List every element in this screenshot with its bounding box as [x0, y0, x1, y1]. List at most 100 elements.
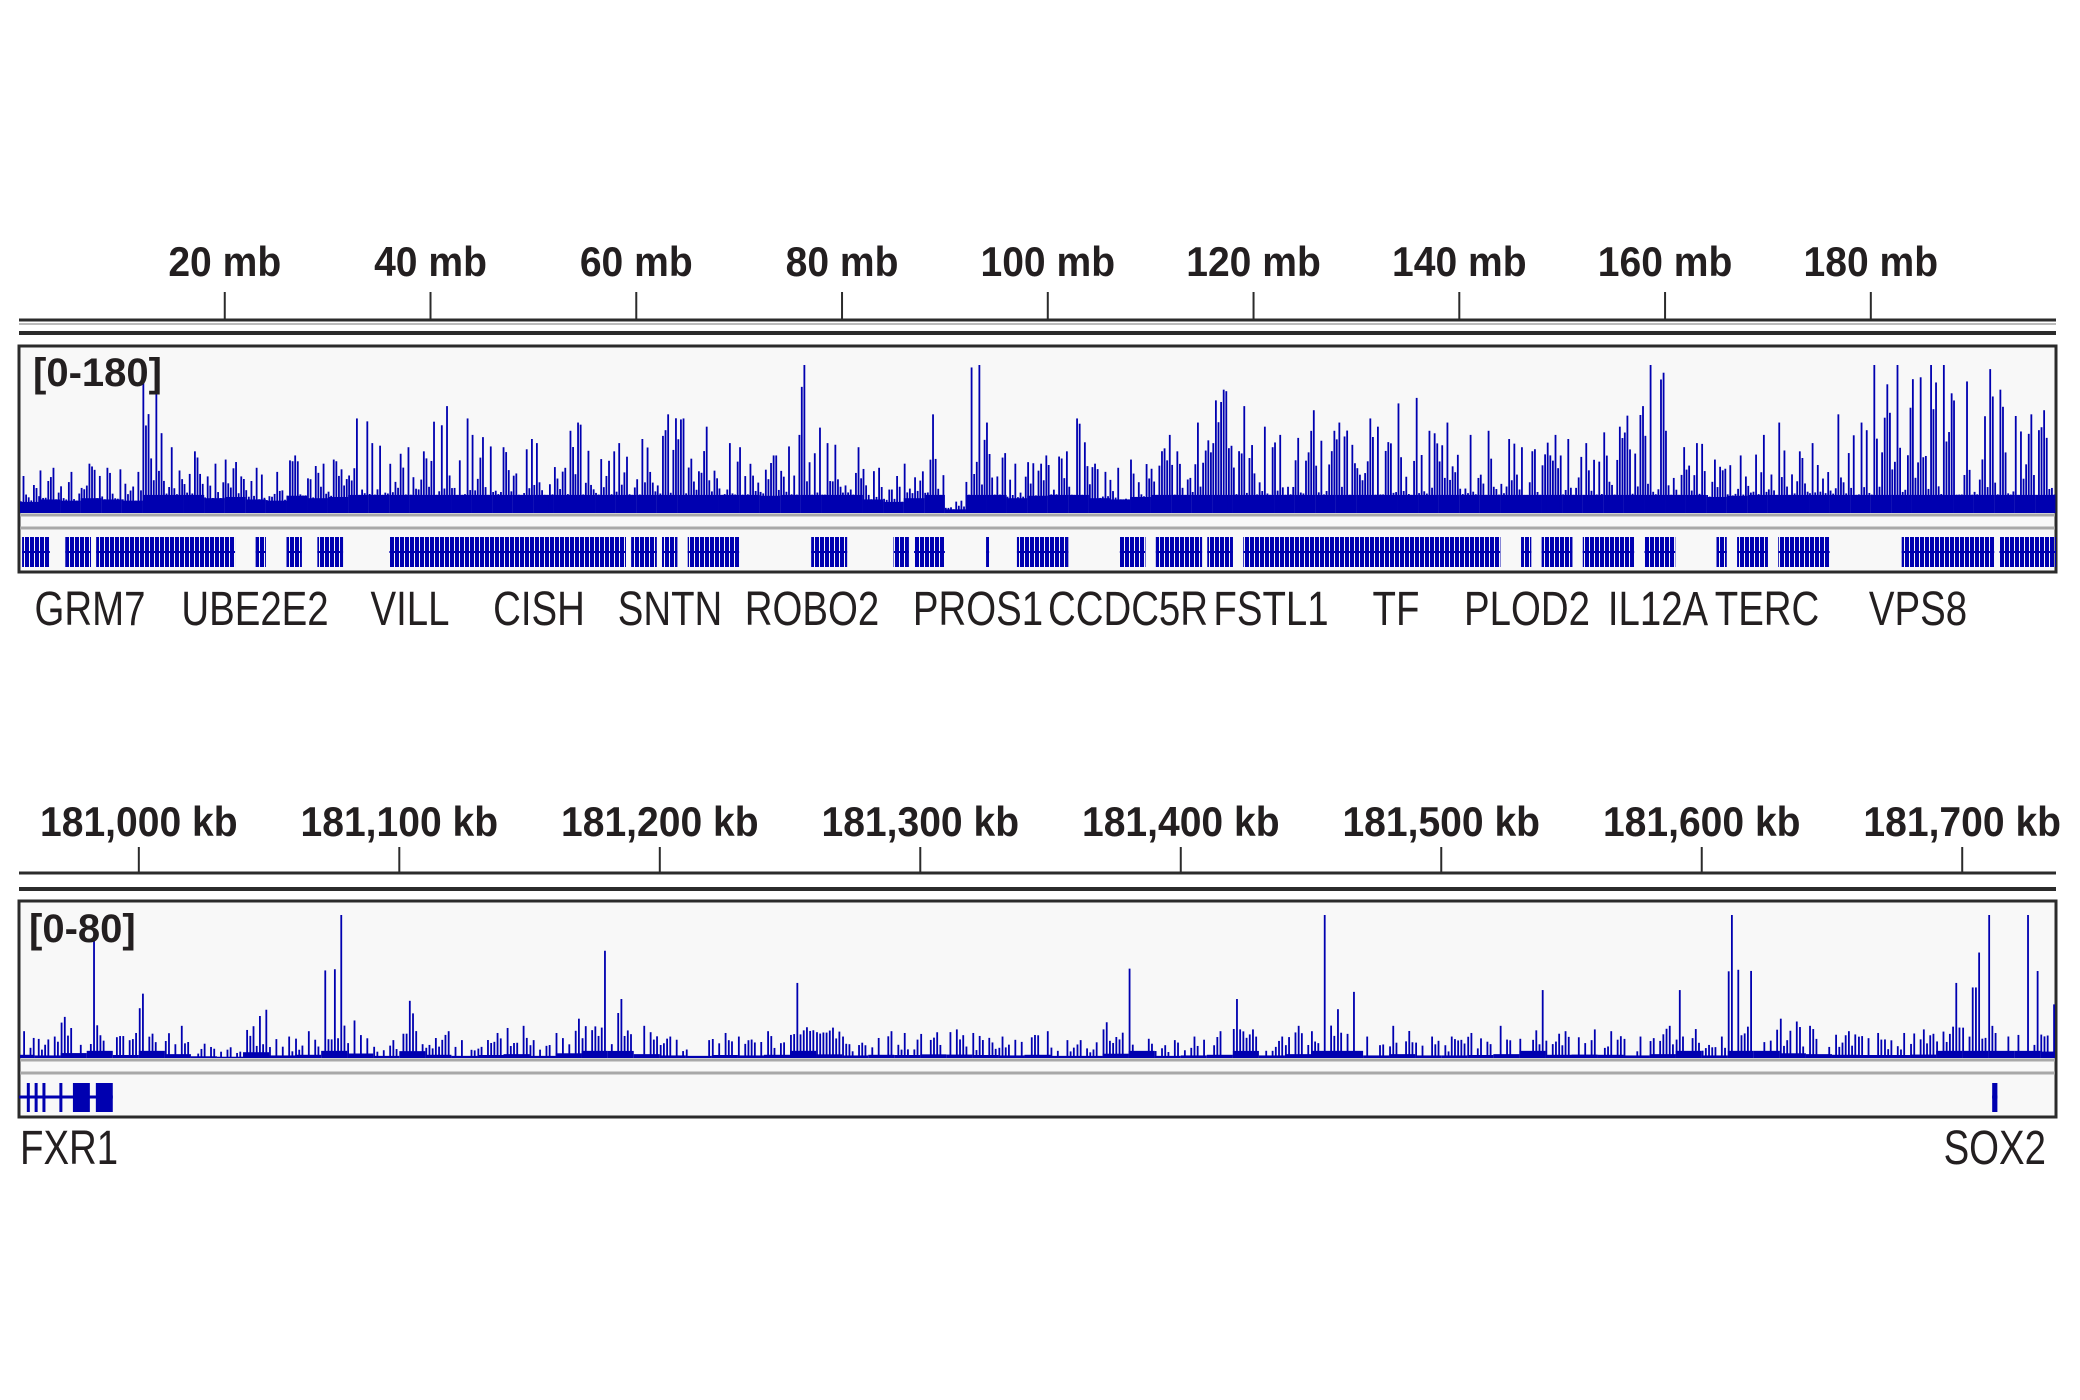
signal-bar	[907, 1049, 909, 1058]
signal-bar	[662, 1043, 665, 1058]
signal-bar	[680, 419, 682, 513]
signal-bar	[1070, 494, 1073, 513]
signal-bar	[978, 365, 981, 513]
signal-bar	[760, 1041, 763, 1058]
signal-bar	[152, 480, 155, 513]
signal-bar	[933, 1037, 935, 1058]
signal-bar	[1072, 1047, 1075, 1058]
signal-bar	[1004, 453, 1007, 513]
signal-bar	[1079, 1040, 1082, 1058]
signal-bar	[837, 479, 839, 513]
signal-bar	[1330, 451, 1333, 513]
signal-bar	[391, 492, 394, 513]
signal-bar	[739, 447, 741, 513]
signal-bar	[1726, 494, 1729, 513]
signal-bar	[142, 993, 144, 1058]
signal-bar	[1055, 494, 1058, 513]
signal-bar	[1662, 372, 1665, 513]
signal-bar	[936, 1032, 939, 1058]
signal-bar	[333, 969, 336, 1058]
signal-bar	[88, 463, 91, 513]
signal-background-bar	[1911, 494, 1933, 513]
signal-bar	[1914, 477, 1917, 513]
signal-bar	[1580, 456, 1583, 513]
signal-bar	[415, 1031, 418, 1058]
signal-bar	[998, 1047, 1001, 1058]
signal-bar	[942, 475, 945, 513]
signal-bar	[1744, 476, 1747, 513]
signal-bar	[711, 491, 713, 513]
signal-bar	[1755, 454, 1757, 513]
signal-bar	[731, 1041, 733, 1058]
signal-bar	[975, 1050, 978, 1058]
signal-bar	[566, 494, 569, 513]
signal-bar	[502, 447, 505, 513]
signal-bar	[1356, 468, 1359, 513]
signal-bar	[1884, 1039, 1886, 1058]
signal-bar	[1220, 401, 1222, 513]
signal-bar	[184, 1043, 186, 1058]
signal-background-bar	[842, 494, 863, 513]
signal-bar	[1389, 1046, 1391, 1058]
signal-bar	[1197, 422, 1199, 513]
signal-bar	[532, 1040, 535, 1058]
signal-bar	[268, 496, 271, 513]
signal-bar	[999, 494, 1001, 513]
signal-bar	[1551, 1044, 1554, 1058]
signal-bar	[242, 478, 245, 513]
signal-bar	[1421, 1045, 1424, 1058]
signal-bar	[381, 494, 384, 513]
signal-bar	[1621, 438, 1624, 513]
signal-bar	[197, 1053, 200, 1058]
signal-bar	[210, 1046, 212, 1058]
signal-bar	[1467, 1036, 1470, 1058]
signal-bar	[1168, 434, 1171, 513]
signal-bar	[1760, 472, 1763, 513]
signal-bar	[1605, 455, 1608, 513]
signal-bar	[253, 495, 255, 513]
signal-bar	[1050, 494, 1053, 513]
signal-bar	[2007, 1036, 2010, 1058]
signal-background-bar	[512, 494, 534, 513]
signal-background-bar	[1603, 494, 1624, 513]
signal-bar	[1657, 489, 1660, 513]
signal-bar	[1564, 489, 1567, 513]
locus-data-range-label: [0-80]	[29, 907, 136, 951]
signal-background-bar	[842, 1055, 869, 1058]
signal-bar	[666, 1038, 668, 1058]
signal-bar	[806, 481, 808, 513]
signal-bar	[1647, 483, 1649, 513]
gene-feature-block	[1207, 537, 1233, 567]
ruler-tick-label: 160 mb	[1598, 238, 1733, 286]
signal-background-bar	[739, 494, 760, 513]
signal-bar	[1936, 1041, 1938, 1058]
signal-bar	[1901, 491, 1904, 513]
overview-data-range-label: [0-180]	[33, 351, 162, 395]
signal-bar	[963, 506, 965, 513]
signal-bar	[955, 1029, 958, 1058]
signal-bar	[70, 1028, 73, 1058]
signal-bar	[1004, 1047, 1007, 1058]
signal-bar	[911, 493, 914, 513]
signal-bar	[1662, 1034, 1665, 1058]
signal-background-bar	[163, 494, 184, 513]
signal-bar	[286, 495, 289, 513]
signal-bar	[304, 495, 307, 513]
signal-bar	[1683, 447, 1686, 513]
signal-bar	[422, 451, 425, 513]
overview-panel: 20 mb 40 mb 60 mb 80 mb 100 mb 120 mb 140 mb 16…	[17, 238, 2058, 636]
signal-background-bar	[1232, 494, 1254, 513]
signal-bar	[1109, 479, 1112, 513]
signal-bar	[545, 1045, 548, 1058]
signal-bar	[1253, 473, 1256, 513]
signal-bar	[1721, 470, 1724, 513]
signal-bar	[1829, 490, 1832, 513]
signal-bar	[448, 475, 451, 513]
signal-background-bar	[101, 499, 122, 513]
signal-bar	[128, 1040, 131, 1058]
signal-bar	[1518, 489, 1521, 513]
signal-bar	[893, 498, 896, 513]
signal-bar	[1095, 1042, 1098, 1058]
signal-bar	[1307, 452, 1310, 513]
signal-bar	[350, 480, 353, 513]
